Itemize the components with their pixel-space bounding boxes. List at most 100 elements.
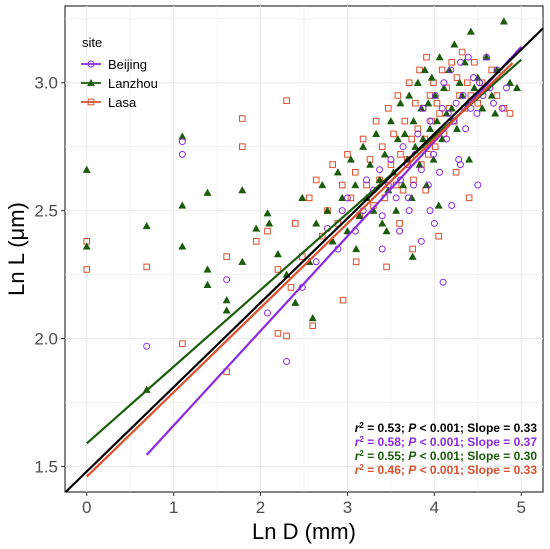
point-lasa xyxy=(433,99,441,107)
point-lasa xyxy=(329,161,336,168)
point-lanzhou xyxy=(396,99,405,107)
point-lasa xyxy=(143,263,150,271)
point-lasa xyxy=(252,238,260,245)
point-beijing xyxy=(178,138,186,146)
stat-lanzhou: r2 = 0.55; P < 0.001; Slope = 0.30 xyxy=(355,449,538,464)
point-lanzhou xyxy=(427,73,436,81)
point-lasa xyxy=(363,181,370,189)
point-beijing xyxy=(443,135,451,143)
point-beijing xyxy=(376,166,384,174)
point-lanzhou xyxy=(252,224,261,232)
point-lanzhou xyxy=(343,226,352,235)
point-lanzhou xyxy=(222,296,231,304)
point-lasa xyxy=(347,194,355,202)
point-lanzhou xyxy=(386,116,395,125)
point-beijing xyxy=(483,53,491,61)
point-lanzhou xyxy=(455,78,464,86)
x-tick-label: 2 xyxy=(256,498,265,517)
point-beijing xyxy=(498,104,506,112)
point-lasa xyxy=(465,194,473,202)
point-beijing xyxy=(440,79,448,87)
point-lasa xyxy=(305,194,313,202)
stat-overall: r2 = 0.53; P < 0.001; Slope = 0.33 xyxy=(355,421,538,436)
point-lanzhou xyxy=(447,104,456,112)
point-beijing xyxy=(378,212,386,220)
point-lanzhou xyxy=(466,27,475,35)
point-lasa xyxy=(351,168,359,176)
point-lasa xyxy=(409,245,416,253)
point-beijing xyxy=(474,181,482,189)
point-lanzhou xyxy=(382,226,391,235)
point-lasa xyxy=(309,322,316,330)
point-lasa xyxy=(453,74,461,81)
point-beijing xyxy=(404,194,412,202)
stat-lasa: r2 = 0.46; P < 0.001; Slope = 0.33 xyxy=(355,463,538,478)
point-lasa xyxy=(396,220,403,227)
point-lanzhou xyxy=(355,211,364,219)
point-lasa xyxy=(274,266,282,273)
point-lanzhou xyxy=(400,129,409,138)
point-lasa xyxy=(359,135,367,143)
point-lasa xyxy=(264,227,271,235)
point-lanzhou xyxy=(238,257,247,265)
point-beijing xyxy=(502,84,510,92)
point-lanzhou xyxy=(178,242,187,250)
point-lanzhou xyxy=(408,252,417,260)
point-beijing xyxy=(459,92,467,100)
point-beijing xyxy=(452,99,460,107)
point-lasa xyxy=(394,92,402,99)
point-lasa xyxy=(426,92,434,99)
point-lasa xyxy=(401,117,409,125)
point-lanzhou xyxy=(487,91,496,99)
point-lanzhou xyxy=(432,116,441,125)
point-lanzhou xyxy=(298,193,307,201)
point-beijing xyxy=(439,278,447,286)
legend-title: site xyxy=(82,35,102,50)
point-lasa xyxy=(414,125,422,133)
point-beijing xyxy=(363,176,371,184)
point-beijing xyxy=(414,130,422,138)
point-beijing xyxy=(384,181,392,189)
point-lasa xyxy=(387,161,395,168)
data-points xyxy=(82,17,521,393)
point-beijing xyxy=(426,117,434,125)
point-lanzhou xyxy=(439,83,448,91)
point-lanzhou xyxy=(273,250,282,258)
point-beijing xyxy=(417,237,425,245)
point-beijing xyxy=(263,309,271,317)
point-beijing xyxy=(178,150,186,158)
point-lasa xyxy=(344,151,351,158)
point-lasa xyxy=(339,296,347,304)
point-beijing xyxy=(419,104,427,112)
point-lanzhou xyxy=(499,17,508,25)
point-lasa xyxy=(424,151,432,158)
point-lasa xyxy=(464,79,471,87)
point-lasa xyxy=(435,232,443,240)
legend-label-beijing: Beijing xyxy=(108,57,147,72)
point-lanzhou xyxy=(392,206,401,214)
y-axis: 1.5 2.0 2.5 3.0 xyxy=(34,74,65,476)
point-beijing xyxy=(410,181,418,189)
point-beijing xyxy=(430,219,438,227)
point-lanzhou xyxy=(405,91,414,99)
point-lanzhou xyxy=(380,150,389,158)
point-beijing xyxy=(378,245,386,253)
point-beijing xyxy=(429,150,437,158)
point-lanzhou xyxy=(429,155,438,163)
point-beijing xyxy=(399,143,407,151)
point-lasa xyxy=(338,181,346,189)
point-lasa xyxy=(438,66,446,74)
point-lasa xyxy=(493,92,501,99)
point-lanzhou xyxy=(478,104,487,112)
point-lasa xyxy=(283,97,290,104)
stats-annotations: r2 = 0.53; P < 0.001; Slope = 0.33 r2 = 0… xyxy=(355,421,538,478)
point-lasa xyxy=(390,130,397,138)
point-lasa xyxy=(506,110,514,117)
point-lanzhou xyxy=(375,175,384,184)
point-beijing xyxy=(489,99,497,107)
point-lanzhou xyxy=(399,180,408,189)
point-lasa xyxy=(452,168,460,176)
y-tick-label: 1.5 xyxy=(34,457,58,476)
point-lasa xyxy=(372,117,380,125)
point-lasa xyxy=(397,151,404,158)
